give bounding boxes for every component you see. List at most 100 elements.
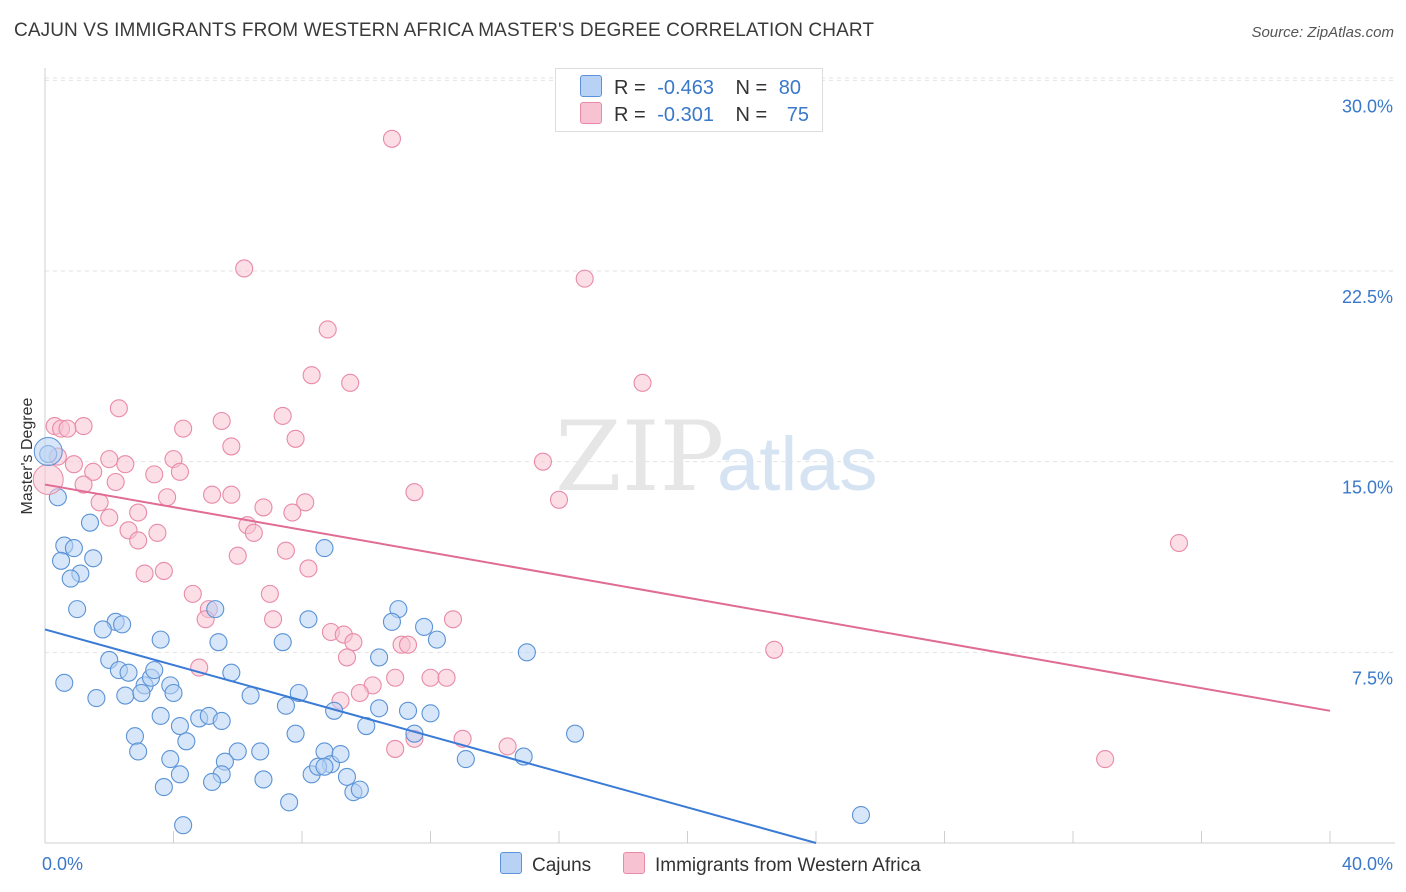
immigrant-point: [158, 488, 177, 507]
stats-legend: R = -0.463 N = 80 R = -0.301 N = 75: [555, 68, 823, 132]
cajun-point: [154, 778, 173, 797]
cajun-point: [421, 704, 440, 723]
cajun-point: [161, 750, 180, 769]
legend-r-label: R =: [614, 77, 646, 99]
immigrant-point: [100, 508, 119, 527]
legend-n-label: N =: [735, 77, 768, 99]
immigrant-point: [154, 561, 173, 581]
legend-swatch-blue: [580, 75, 602, 97]
cajun-point: [370, 648, 389, 667]
cajun-point: [145, 661, 164, 680]
chart-title: CAJUN VS IMMIGRANTS FROM WESTERN AFRICA …: [14, 20, 875, 41]
cajun-point: [228, 742, 247, 761]
immigrant-point: [386, 739, 405, 758]
cajun-point: [170, 717, 189, 736]
trend-layer: [44, 483, 1331, 844]
immigrant-point: [264, 610, 283, 629]
cajun-point: [203, 772, 222, 792]
immigrant-point: [437, 668, 456, 687]
cajun-point: [113, 615, 132, 634]
legend-n-value: 75: [786, 104, 810, 126]
immigrant-point: [170, 462, 189, 481]
cajun-point: [415, 617, 434, 636]
immigrant-point: [286, 429, 305, 448]
immigrant-point: [1169, 533, 1189, 553]
cajun-point: [370, 699, 389, 718]
immigrant-point: [276, 541, 295, 560]
bottom-legend-cajuns-label: Cajuns: [532, 855, 592, 876]
legend-n-label: N =: [735, 104, 768, 126]
cajun-point: [164, 683, 183, 703]
cajun-point: [251, 742, 270, 761]
legend-r-value: -0.301: [657, 104, 714, 126]
cajun-point: [315, 757, 334, 776]
immigrant-point: [222, 485, 241, 504]
immigrant-point: [296, 493, 315, 512]
immigrant-point: [575, 269, 594, 288]
immigrant-point: [228, 546, 247, 565]
immigrant-point: [260, 584, 279, 603]
immigrant-point: [382, 129, 402, 148]
watermark-zip: ZIP: [555, 401, 724, 513]
cajun-point: [456, 750, 475, 769]
immigrant-point: [222, 437, 241, 456]
cajun-point: [206, 600, 225, 619]
immigrant-point: [244, 523, 263, 542]
immigrant-point: [341, 373, 360, 392]
immigrant-point: [100, 450, 119, 469]
cajun-point: [286, 724, 305, 743]
points-layer: [32, 129, 1189, 835]
y-tick-label: 15.0%: [1342, 478, 1393, 498]
immigrant-point: [183, 584, 202, 603]
immigrant-point: [344, 633, 363, 652]
cajun-trendline: [44, 628, 817, 844]
immigrant-point: [299, 559, 318, 578]
immigrant-point: [421, 668, 440, 687]
legend-r-label: R =: [614, 104, 646, 126]
immigrant-point: [64, 455, 83, 474]
immigrant-point: [174, 419, 193, 438]
immigrant-point: [109, 399, 128, 418]
cajun-point: [80, 513, 100, 532]
cajun-point: [280, 793, 299, 812]
cajun-point: [61, 569, 80, 588]
cajun-point: [398, 701, 418, 720]
legend-row-cajuns: R = -0.463 N = 80: [580, 75, 801, 99]
immigrant-point: [1096, 750, 1115, 769]
immigrant-point: [32, 463, 64, 495]
label-layer: 7.5% 15.0% 22.5% 30.0% 0.0% 40.0%: [42, 96, 1393, 874]
immigrant-point: [129, 503, 148, 522]
immigrant-point: [443, 610, 463, 629]
immigrant-point: [765, 640, 784, 659]
immigrant-point: [318, 320, 337, 339]
cajun-point: [212, 711, 231, 731]
immigrant-point: [405, 483, 424, 502]
cajun-point: [116, 686, 135, 705]
source-credit: Source: ZipAtlas.com: [1251, 24, 1394, 41]
immigrant-point: [148, 523, 167, 542]
bottom-legend-immigrants-label: Immigrants from Western Africa: [655, 855, 921, 876]
legend-n-value: 80: [778, 77, 802, 99]
cajun-point: [337, 767, 357, 786]
cajun-point: [273, 633, 292, 652]
cajun-point: [177, 732, 196, 751]
legend-r-value: -0.463: [657, 77, 714, 99]
immigrant-point: [533, 452, 552, 471]
cajun-point: [382, 612, 402, 631]
cajun-point: [517, 643, 536, 662]
immigrant-point: [90, 493, 109, 512]
immigrant-point: [350, 683, 369, 703]
bottom-swatch-blue: [500, 852, 522, 874]
cajun-point: [68, 600, 87, 619]
cajun-point: [151, 706, 170, 725]
cajun-point: [350, 780, 369, 799]
immigrant-point: [74, 417, 93, 436]
immigrant-point: [398, 635, 418, 654]
y-tick-label: 7.5%: [1352, 668, 1393, 688]
watermark-atlas: atlas: [717, 422, 878, 507]
immigrant-point: [58, 419, 77, 438]
grid-layer: [45, 77, 1395, 653]
immigrant-point: [84, 462, 103, 481]
immigrant-trendline: [44, 483, 1331, 712]
